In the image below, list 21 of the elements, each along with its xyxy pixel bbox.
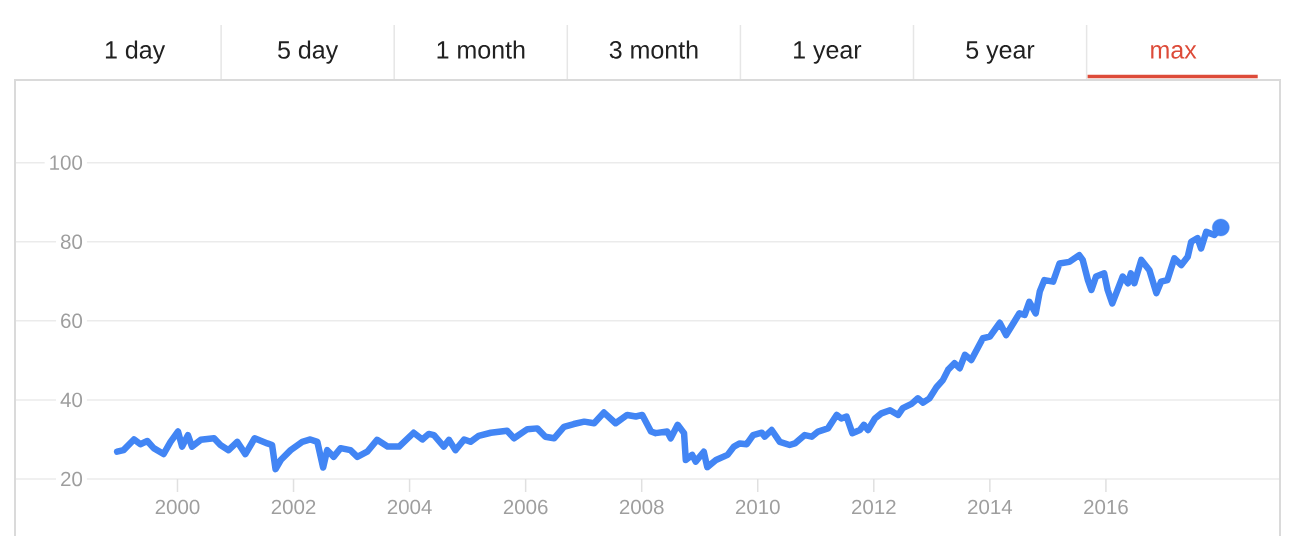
x-tick-label: 2006 [503, 499, 548, 515]
text: 5 day [278, 40, 339, 64]
y-tick-label: 60 [61, 313, 83, 329]
x-tick-label: 2000 [155, 499, 200, 515]
x-tick-label: 2016 [1084, 499, 1128, 515]
text: 3 month [609, 40, 698, 59]
y-tick-label: 80 [60, 234, 83, 249]
y-tick-label: 40 [60, 392, 83, 408]
x-tick-label: 2012 [852, 499, 896, 515]
y-tick-label: 100 [50, 155, 83, 170]
text: 5 year [966, 41, 1035, 64]
x-tick-label: 2002 [271, 499, 316, 515]
x-tick-label: 2008 [619, 499, 664, 515]
x-tick-label: 2014 [968, 499, 1013, 515]
x-tick-label: 2010 [735, 499, 780, 515]
text: 1 day [105, 40, 166, 64]
text: max [1151, 45, 1197, 59]
y-tick-label: 20 [61, 471, 83, 487]
text: 1 month [437, 40, 525, 59]
text: 1 year [794, 41, 862, 64]
x-tick-label: 2004 [387, 499, 432, 515]
